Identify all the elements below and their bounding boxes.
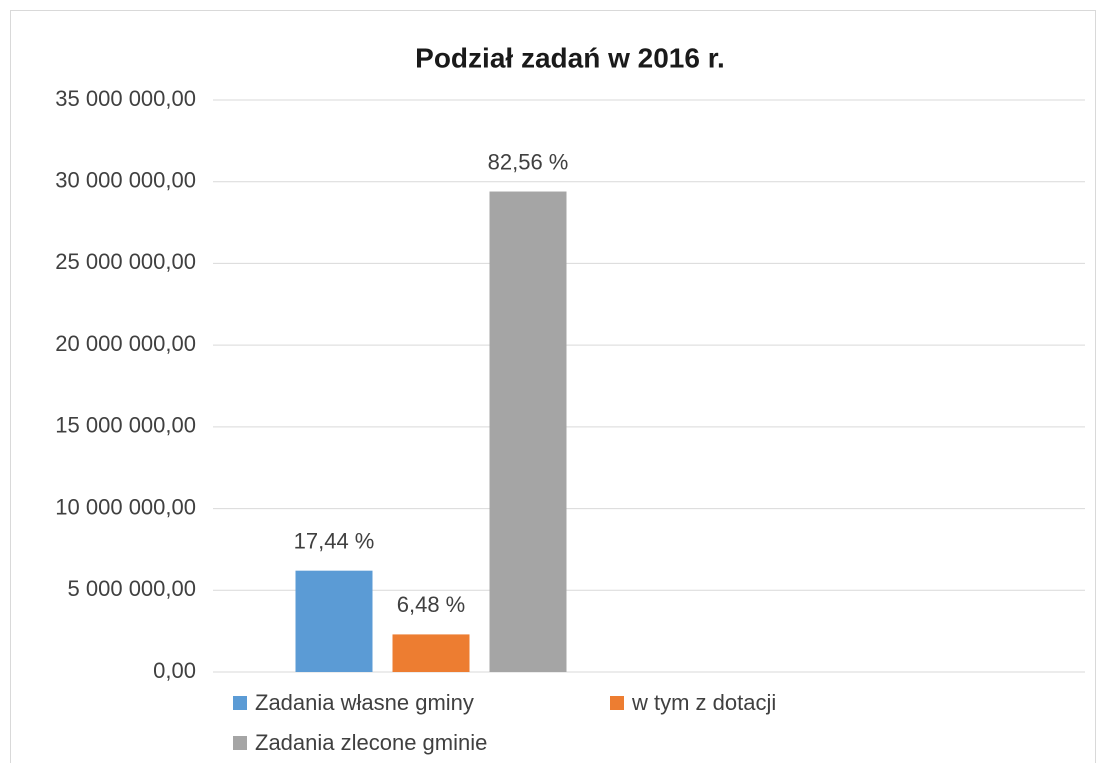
y-tick-label: 25 000 000,00 [55,249,196,274]
y-tick-label: 0,00 [153,658,196,683]
data-label: 6,48 % [397,592,466,617]
legend-label: w tym z dotacji [631,690,776,715]
y-tick-label: 10 000 000,00 [55,494,196,519]
y-tick-label: 5 000 000,00 [68,576,196,601]
data-label: 82,56 % [488,149,569,174]
chart-title: Podział zadań w 2016 r. [415,42,725,73]
legend-label: Zadania zlecone gminie [255,730,487,755]
data-label: 17,44 % [294,528,375,553]
legend-swatch [233,736,247,750]
y-tick-label: 30 000 000,00 [55,168,196,193]
bar [489,191,567,672]
y-tick-label: 35 000 000,00 [55,86,196,111]
bar [295,570,373,672]
legend-swatch [233,696,247,710]
legend-label: Zadania własne gminy [255,690,474,715]
legend-swatch [610,696,624,710]
y-tick-label: 15 000 000,00 [55,413,196,438]
bar [392,634,470,672]
chart-border [10,10,1096,763]
y-tick-label: 20 000 000,00 [55,331,196,356]
